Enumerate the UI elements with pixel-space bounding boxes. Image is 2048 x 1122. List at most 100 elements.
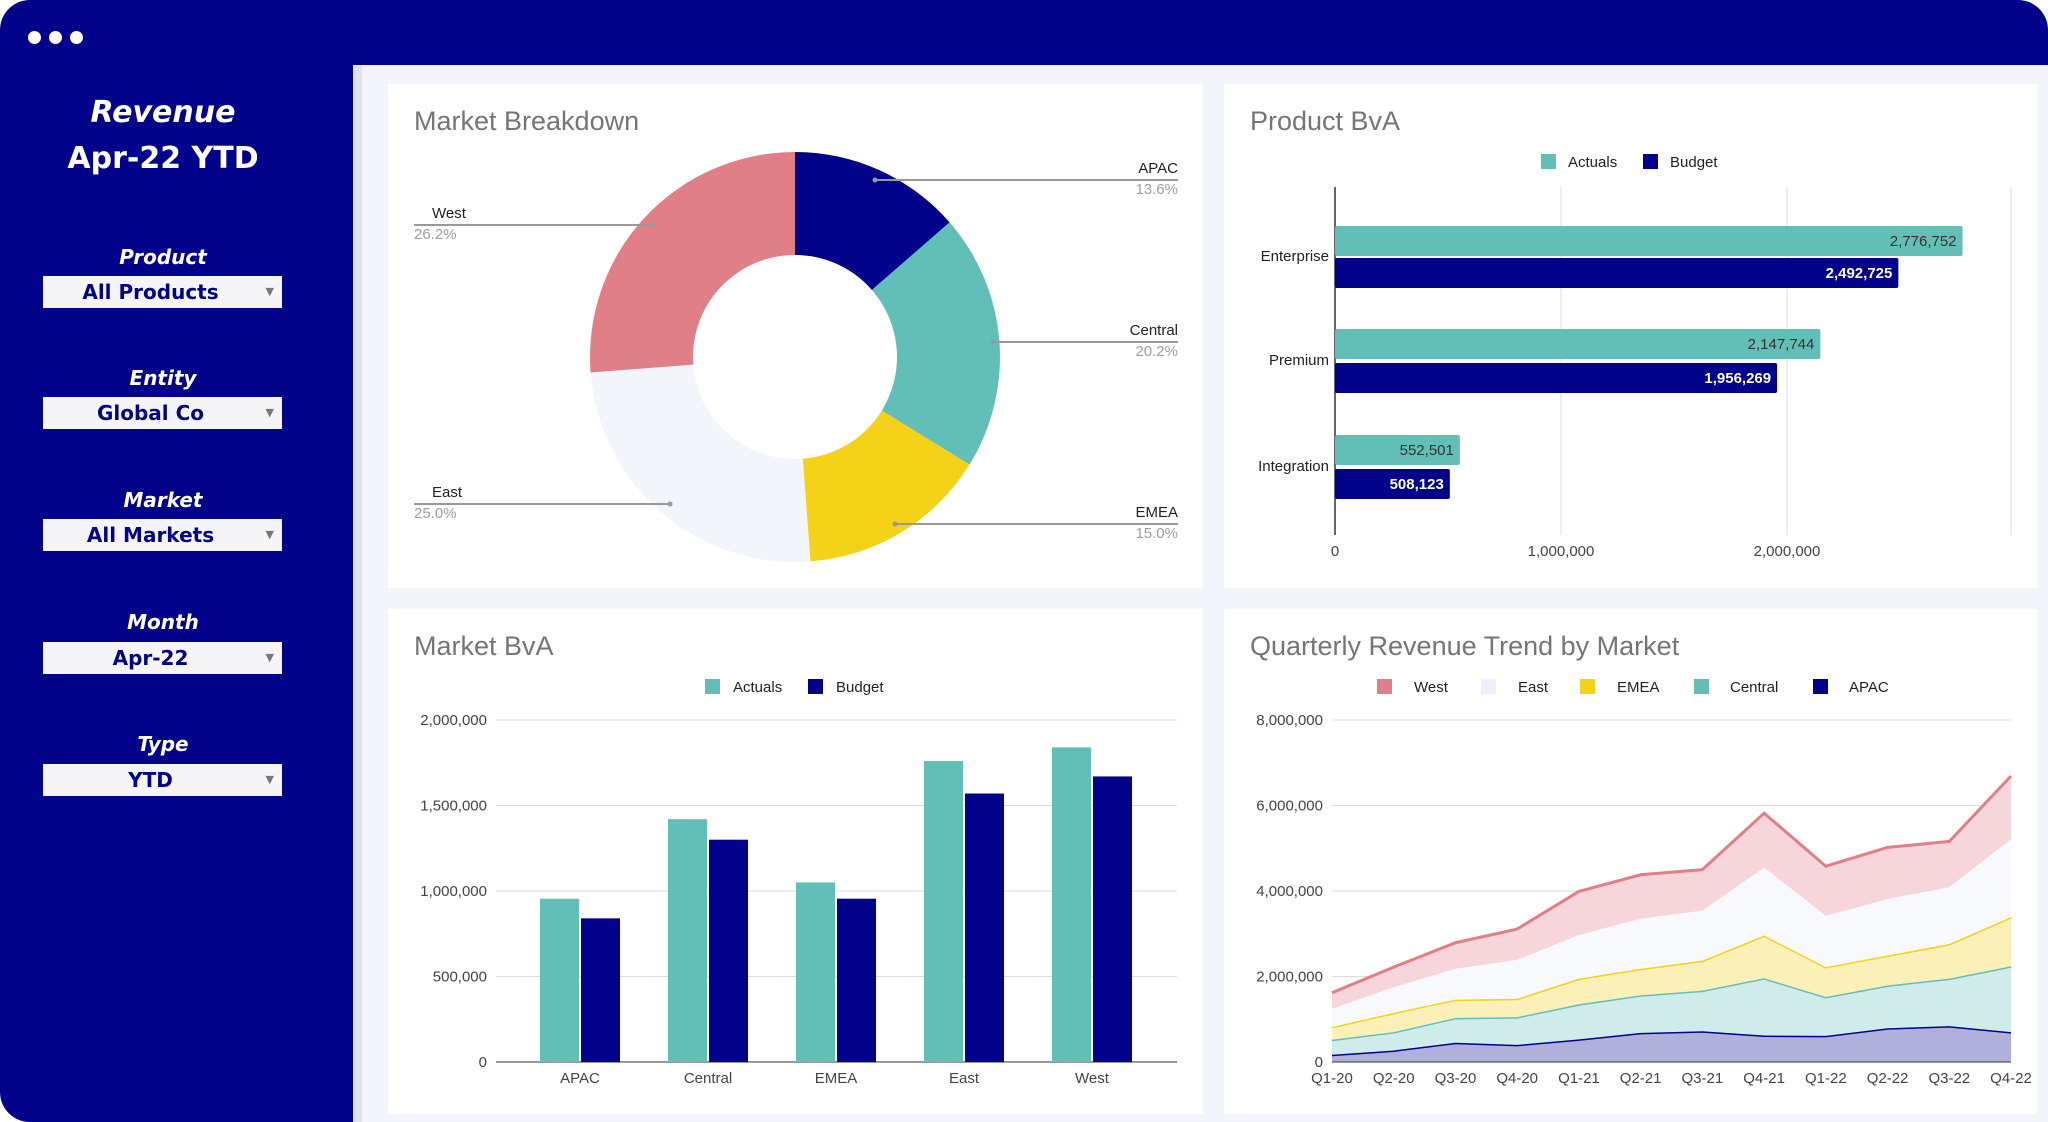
x-tick-label: Q3-20 (1435, 1070, 1477, 1087)
donut-slice-east (590, 364, 811, 562)
legend-label: Actuals (1568, 154, 1617, 171)
legend-label: Actuals (733, 679, 782, 696)
area-west (1332, 776, 2012, 1009)
chevron-down-icon: ▼ (265, 651, 274, 664)
chevron-down-icon: ▼ (265, 528, 274, 541)
window-dot-icon (28, 31, 41, 44)
market-filter-label: Market (123, 488, 203, 512)
slice-label: APAC (1138, 160, 1178, 177)
type-filter-select[interactable]: YTD ▼ (43, 764, 282, 796)
y-tick-label: 4,000,000 (1256, 883, 1323, 900)
entity-filter-select[interactable]: Global Co ▼ (43, 397, 282, 429)
bar-actuals (1335, 329, 1821, 359)
dashboard-subtitle: Apr-22 YTD (67, 141, 259, 176)
legend-swatch (1481, 679, 1496, 694)
quarterly-trend-area-chart: West East EMEA Central APAC 0 2,000,000 4,000,0… (1256, 679, 2032, 1087)
x-tick-label: Q4-20 (1496, 1070, 1538, 1087)
bar-value-label: 2,492,725 (1826, 265, 1893, 282)
bar-actuals (1052, 747, 1091, 1062)
product-filter-value: All Products (82, 280, 219, 304)
panel-title: Market Breakdown (414, 106, 640, 136)
legend-swatch (1643, 154, 1658, 169)
legend-label: EMEA (1617, 679, 1660, 696)
slice-label: East (432, 484, 463, 501)
x-tick-label: Q1-21 (1558, 1070, 1600, 1087)
y-tick-label: 1,500,000 (420, 798, 487, 815)
slice-percent: 13.6% (1135, 181, 1178, 198)
slice-label: Central (1130, 322, 1178, 339)
leader-dot (650, 222, 656, 228)
x-tick-label: Q3-22 (1928, 1070, 1970, 1087)
legend-swatch (808, 679, 823, 694)
slice-percent: 15.0% (1135, 525, 1178, 542)
bar-value-label: 1,956,269 (1704, 370, 1771, 387)
x-tick-label: Q1-22 (1805, 1070, 1847, 1087)
leader-dot (990, 339, 996, 345)
market-bva-panel: Market BvA Actuals Budget 0 500,000 1,000,00… (388, 609, 1203, 1114)
bar-value-label: 508,123 (1390, 476, 1444, 493)
y-tick-label: 500,000 (433, 969, 487, 986)
bar-value-label: 2,776,752 (1890, 233, 1957, 250)
y-tick-label: 0 (1315, 1054, 1323, 1071)
y-tick-label: 2,000,000 (420, 712, 487, 729)
leader-dot (892, 521, 898, 527)
bar-budget (581, 918, 620, 1062)
market-filter-select[interactable]: All Markets ▼ (43, 519, 282, 551)
bar-actuals (796, 882, 835, 1062)
window-dot-icon (49, 31, 62, 44)
category-label: Integration (1258, 458, 1329, 475)
legend-swatch (1377, 679, 1392, 694)
donut-slice-central (871, 222, 1000, 465)
category-label: Premium (1269, 352, 1329, 369)
bar-actuals (1335, 226, 1963, 256)
x-tick-label: Central (684, 1070, 732, 1087)
market-breakdown-panel: Market Breakdown APAC 13.6% Central 20.2% EM… (388, 84, 1203, 588)
dashboard-title: Revenue (90, 95, 236, 130)
sidebar: Revenue Apr-22 YTD Product All Products ▼… (0, 65, 353, 1122)
entity-filter-value: Global Co (96, 401, 205, 425)
slice-percent: 25.0% (414, 505, 457, 522)
y-tick-label: 0 (479, 1054, 487, 1071)
x-tick-label: Q4-21 (1743, 1070, 1785, 1087)
bar-actuals (924, 761, 963, 1062)
slice-percent: 20.2% (1135, 343, 1178, 360)
leader-dot (667, 501, 673, 507)
x-tick-label: Q4-22 (1990, 1070, 2032, 1087)
x-tick-label: EMEA (815, 1070, 858, 1087)
legend-label: Budget (1670, 154, 1718, 171)
legend-swatch (1694, 679, 1709, 694)
slice-percent: 26.2% (414, 226, 457, 243)
x-tick-label: Q2-22 (1867, 1070, 1909, 1087)
legend-swatch (1541, 154, 1556, 169)
x-tick-label: East (949, 1070, 980, 1087)
line-west (1331, 774, 2013, 995)
type-filter-value: YTD (128, 768, 173, 792)
month-filter-select[interactable]: Apr-22 ▼ (43, 642, 282, 674)
area-central (1332, 966, 2012, 1055)
x-tick-label: Q2-20 (1373, 1070, 1415, 1087)
product-bva-panel: Product BvA Actuals Budget 0 1,000,000 2,000… (1224, 84, 2037, 588)
panel-title: Product BvA (1250, 106, 1401, 136)
market-bva-column-chart: Actuals Budget 0 500,000 1,000,000 1,500,000 2… (420, 679, 1177, 1087)
month-filter-value: Apr-22 (112, 646, 189, 670)
donut-slice-west (590, 152, 795, 373)
chevron-down-icon: ▼ (265, 773, 274, 786)
area-east (1332, 839, 2012, 1027)
bar-budget (1335, 258, 1899, 288)
y-tick-label: 1,000,000 (420, 883, 487, 900)
market-breakdown-donut-chart: APAC 13.6% Central 20.2% EMEA 15.0% East 25.0% W… (414, 152, 1178, 562)
product-filter-select[interactable]: All Products ▼ (43, 276, 282, 308)
legend-label: West (1414, 679, 1449, 696)
legend-label: Central (1730, 679, 1778, 696)
y-tick-label: 2,000,000 (1256, 969, 1323, 986)
x-tick-label: 1,000,000 (1528, 543, 1595, 560)
leader-dot (872, 177, 878, 183)
bar-budget (1093, 776, 1132, 1062)
y-tick-label: 8,000,000 (1256, 712, 1323, 729)
x-tick-label: West (1075, 1070, 1110, 1087)
bar-budget (837, 898, 876, 1062)
entity-filter-label: Entity (129, 366, 197, 390)
legend-label: East (1518, 679, 1549, 696)
slice-label: EMEA (1135, 504, 1178, 521)
market-filter-value: All Markets (86, 523, 215, 547)
